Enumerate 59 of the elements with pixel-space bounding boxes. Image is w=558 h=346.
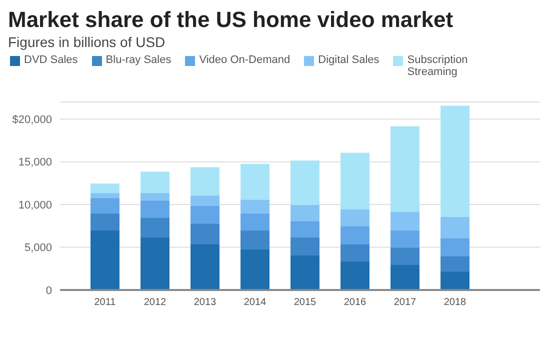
bar: [140, 236, 170, 290]
x-tick-label: 2012: [144, 297, 167, 308]
bar: [390, 126, 420, 212]
bar: [290, 220, 320, 238]
y-tick-label: 10,000: [18, 199, 52, 212]
x-tick-label: 2018: [444, 297, 467, 308]
bar: [140, 192, 170, 201]
bar: [340, 260, 370, 290]
bar: [90, 184, 120, 194]
bar: [190, 222, 220, 244]
legend-label: Blu-ray Sales: [106, 54, 172, 66]
bar: [190, 204, 220, 224]
bar: [440, 270, 470, 290]
bar: [290, 160, 320, 206]
bar: [390, 246, 420, 265]
bar: [90, 212, 120, 231]
bar: [290, 204, 320, 222]
x-tick-label: 2016: [344, 297, 367, 308]
legend-label: DVD Sales: [24, 54, 78, 66]
bar: [90, 197, 120, 214]
bar: [190, 194, 220, 206]
legend-label: Video On-Demand: [199, 54, 290, 66]
legend-label: Subscription Streaming: [407, 54, 469, 78]
bar: [390, 210, 420, 231]
bar: [440, 216, 470, 238]
bar: [290, 236, 320, 256]
bar: [140, 200, 170, 218]
bar: [340, 208, 370, 226]
legend-label: Digital Sales: [318, 54, 380, 66]
bar: [290, 254, 320, 290]
bar: [240, 212, 270, 231]
bar: [340, 152, 370, 210]
bar: [240, 248, 270, 290]
bar: [340, 225, 370, 244]
x-tick-label: 2014: [244, 297, 267, 308]
chart-title: Market share of the US home video market: [8, 7, 454, 32]
y-tick-label: $20,000: [12, 114, 52, 126]
bar: [190, 167, 220, 196]
bar: [440, 255, 470, 272]
y-tick-label: 15,000: [18, 156, 52, 169]
chart-subtitle: Figures in billions of USD: [8, 34, 166, 50]
bar: [240, 230, 270, 250]
bar: [190, 243, 220, 290]
bar: [90, 230, 120, 290]
x-tick-label: 2015: [294, 297, 317, 308]
bar: [340, 243, 370, 262]
bar: [140, 216, 170, 238]
bar: [240, 198, 270, 214]
y-tick-label: 0: [46, 284, 52, 297]
bar: [140, 172, 170, 194]
bar: [440, 106, 470, 218]
x-tick-label: 2013: [194, 297, 217, 308]
bar: [440, 237, 470, 256]
y-tick-label: 5,000: [24, 242, 52, 254]
x-tick-label: 2017: [394, 297, 417, 308]
bar: [240, 164, 270, 200]
bar: [390, 230, 420, 248]
bar: [390, 264, 420, 290]
x-tick-label: 2011: [94, 297, 116, 308]
